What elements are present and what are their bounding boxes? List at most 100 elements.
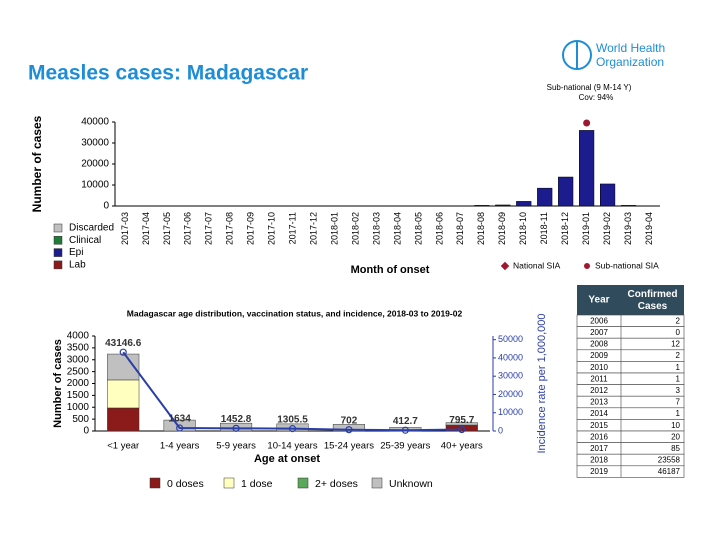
table-cell: 23558 bbox=[658, 456, 681, 465]
table-cell: 2013 bbox=[590, 398, 608, 407]
y-tick-label: 0 bbox=[103, 201, 109, 212]
legend-swatch bbox=[54, 236, 62, 244]
x-tick-label: 2018-03 bbox=[371, 212, 381, 245]
x-tick-label: 2017-05 bbox=[162, 212, 172, 245]
y2-tick-label: 20000 bbox=[498, 389, 523, 399]
x-tick-label: 2019-04 bbox=[644, 212, 654, 245]
legend-label: Unknown bbox=[389, 478, 433, 490]
x-tick-label: <1 year bbox=[107, 441, 139, 452]
legend-label: 2+ doses bbox=[315, 478, 358, 490]
data-label: 1452.8 bbox=[221, 414, 252, 425]
chart-title: Madagascar age distribution, vaccination… bbox=[127, 308, 463, 318]
y-tick-label: 2000 bbox=[67, 378, 90, 389]
y-tick-label: 500 bbox=[72, 414, 89, 425]
legend-swatch bbox=[54, 261, 62, 269]
sia-marker bbox=[583, 120, 590, 127]
x-tick-label: 2018-04 bbox=[392, 212, 402, 245]
bar bbox=[579, 130, 594, 206]
table-cell: 2017 bbox=[590, 444, 608, 453]
legend-marker bbox=[584, 263, 590, 269]
y-tick-label: 1500 bbox=[67, 390, 90, 401]
data-label: 43146.6 bbox=[105, 338, 142, 349]
y-tick-label: 3500 bbox=[67, 343, 90, 354]
bar bbox=[495, 205, 510, 206]
y-tick-label: 30000 bbox=[81, 138, 109, 149]
y-tick-label: 1000 bbox=[67, 402, 90, 413]
legend-swatch bbox=[224, 478, 234, 488]
x-tick-label: 15-24 years bbox=[324, 441, 374, 452]
table-cell: 2016 bbox=[590, 432, 608, 441]
y-tick-label: 4000 bbox=[67, 331, 90, 342]
x-tick-label: 2019-03 bbox=[623, 212, 633, 245]
table-cell: 2019 bbox=[590, 467, 608, 476]
x-tick-label: 2019-01 bbox=[581, 212, 591, 245]
bar bbox=[621, 205, 636, 206]
y2-axis-label: Incidence rate per 1,000,000 bbox=[536, 313, 548, 453]
legend-swatch bbox=[54, 249, 62, 257]
bar bbox=[474, 205, 489, 206]
legend-swatch bbox=[150, 478, 160, 488]
legend-label: Clinical bbox=[69, 235, 101, 246]
y-tick-label: 10000 bbox=[81, 180, 109, 191]
x-tick-label: 2018-10 bbox=[518, 212, 528, 245]
table-cell: 3 bbox=[676, 386, 681, 395]
x-tick-label: 2017-11 bbox=[288, 212, 298, 244]
table-cell: 2008 bbox=[590, 340, 608, 349]
x-tick-label: 2018-11 bbox=[539, 212, 549, 244]
y-tick-label: 3000 bbox=[67, 354, 90, 365]
bar-segment bbox=[107, 408, 139, 431]
x-tick-label: 40+ years bbox=[441, 441, 483, 452]
x-tick-label: 2017-04 bbox=[141, 212, 151, 245]
data-label: 702 bbox=[341, 415, 358, 426]
y2-tick-label: 10000 bbox=[498, 407, 523, 417]
legend-swatch bbox=[372, 478, 382, 488]
table-cell: 7 bbox=[676, 398, 681, 407]
legend-swatch bbox=[298, 478, 308, 488]
bar bbox=[537, 188, 552, 206]
table-cell: 1 bbox=[676, 374, 681, 383]
table-cell: 2 bbox=[676, 351, 681, 360]
legend-label: Sub-national SIA bbox=[595, 260, 659, 270]
table-cell: 1 bbox=[676, 363, 681, 372]
sia-annotation: Sub-national (9 M-14 Y) bbox=[547, 83, 632, 92]
x-tick-label: 2018-05 bbox=[413, 212, 423, 245]
table-cell: 85 bbox=[671, 444, 680, 453]
table-cell: 12 bbox=[671, 340, 680, 349]
table-cell: 2 bbox=[676, 316, 681, 325]
y2-tick-label: 30000 bbox=[498, 371, 523, 381]
y-tick-label: 40000 bbox=[81, 117, 109, 128]
y-axis-label: Number of cases bbox=[30, 115, 44, 212]
table-cell: 2009 bbox=[590, 351, 608, 360]
y2-tick-label: 50000 bbox=[498, 334, 523, 344]
x-tick-label: 2019-02 bbox=[602, 212, 612, 245]
table-cell: 1 bbox=[676, 409, 681, 418]
logo-text: World Health bbox=[596, 41, 665, 55]
table-header-cell: Year bbox=[588, 295, 609, 306]
bar-segment bbox=[107, 380, 139, 408]
table-cell: 2014 bbox=[590, 409, 608, 418]
legend-swatch bbox=[54, 224, 62, 232]
legend-marker bbox=[501, 262, 509, 270]
legend-label: Discarded bbox=[69, 223, 114, 234]
data-label: 1634 bbox=[169, 414, 192, 425]
legend-label: National SIA bbox=[513, 260, 561, 270]
table-cell: 2012 bbox=[590, 386, 608, 395]
table-cell: 2006 bbox=[590, 316, 608, 325]
x-tick-label: 2017-03 bbox=[120, 212, 130, 245]
x-tick-label: 2018-01 bbox=[329, 212, 339, 245]
chart: 0500100015002000250030003500400001000020… bbox=[52, 308, 548, 490]
data-label: 1305.5 bbox=[277, 414, 308, 425]
data-label: 412.7 bbox=[393, 416, 418, 427]
x-tick-label: 2018-08 bbox=[476, 212, 486, 245]
bar bbox=[558, 177, 573, 206]
table-cell: 46187 bbox=[658, 467, 681, 476]
x-tick-label: 2017-08 bbox=[225, 212, 235, 245]
x-tick-label: 2018-07 bbox=[455, 212, 465, 245]
x-tick-label: 2017-10 bbox=[267, 212, 277, 245]
data-label: 795.7 bbox=[449, 415, 474, 426]
table-cell: 10 bbox=[671, 421, 680, 430]
